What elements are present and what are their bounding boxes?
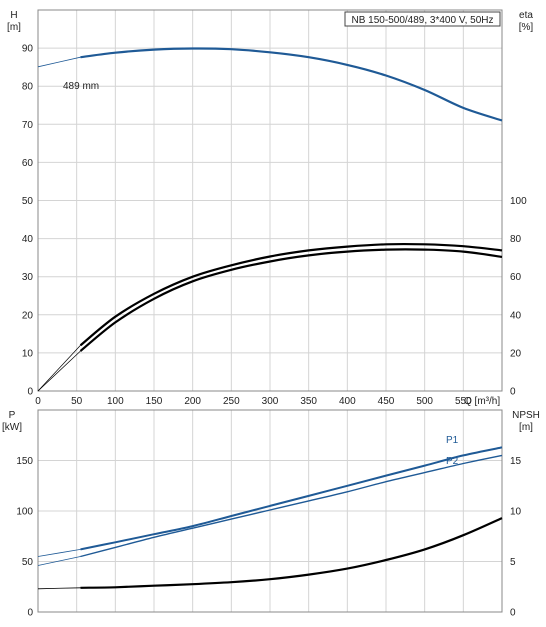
power-tick-label: 0 bbox=[27, 608, 33, 619]
head-axis-label: H bbox=[10, 10, 17, 21]
p1-power-curve bbox=[80, 446, 503, 551]
flow-tick-label: 550 bbox=[455, 396, 472, 407]
efficiency-axis-label: eta bbox=[519, 10, 533, 21]
efficiency-tick-label: 40 bbox=[510, 310, 522, 321]
power-npsh-panel: 0 50 100 150 0 5 10 15 P [kW] NPSH [m] P1 P2 bbox=[2, 409, 540, 619]
head-tick-label: 80 bbox=[22, 82, 34, 93]
flow-tick-label: 100 bbox=[107, 396, 124, 407]
efficiency-curve-lower bbox=[79, 248, 503, 352]
flow-tick-label: 450 bbox=[378, 396, 395, 407]
impeller-diameter-label: 489 mm bbox=[63, 81, 99, 92]
efficiency-tick-label: 20 bbox=[510, 348, 522, 359]
npsh-axis-tick-labels: 0 5 10 15 bbox=[510, 456, 522, 619]
head-tick-label: 50 bbox=[22, 196, 34, 207]
flow-tick-label: 300 bbox=[262, 396, 279, 407]
flow-tick-label: 150 bbox=[146, 396, 163, 407]
head-tick-label: 60 bbox=[22, 158, 34, 169]
p1-power-curve-extension bbox=[37, 549, 81, 557]
power-tick-label: 50 bbox=[22, 557, 34, 568]
power-axis-label: P bbox=[9, 410, 16, 421]
head-tick-label: 70 bbox=[22, 120, 34, 131]
efficiency-axis-unit: [%] bbox=[519, 22, 534, 33]
efficiency-tick-label: 80 bbox=[510, 234, 522, 245]
flow-axis-tick-labels: 0 50 100 150 200 250 300 350 400 450 500 550 bbox=[35, 396, 472, 407]
head-axis-unit: [m] bbox=[7, 22, 21, 33]
p2-series-label: P2 bbox=[446, 456, 459, 467]
head-efficiency-panel: 0 10 20 30 40 50 60 70 80 90 0 20 40 60 80 100 0 50 100 1… bbox=[7, 9, 534, 407]
power-tick-label: 150 bbox=[16, 456, 33, 467]
chart-title-box bbox=[344, 11, 501, 27]
flow-tick-label: 500 bbox=[416, 396, 433, 407]
flow-axis-label: Q [m³/h] bbox=[464, 396, 500, 407]
flow-tick-label: 0 bbox=[35, 396, 41, 407]
head-efficiency-grid bbox=[37, 10, 502, 392]
npsh-tick-label: 0 bbox=[510, 608, 516, 619]
flow-tick-label: 350 bbox=[300, 396, 317, 407]
head-tick-label: 10 bbox=[22, 348, 34, 359]
npsh-axis-unit: [m] bbox=[519, 422, 533, 433]
p2-power-curve-extension bbox=[37, 556, 81, 566]
efficiency-axis-tick-labels: 0 20 40 60 80 100 bbox=[510, 196, 527, 398]
efficiency-curve-upper bbox=[79, 242, 503, 347]
head-axis-tick-labels: 0 10 20 30 40 50 60 70 80 90 bbox=[22, 44, 34, 398]
head-tick-label: 90 bbox=[22, 44, 34, 55]
flow-tick-label: 50 bbox=[71, 396, 83, 407]
efficiency-extension-line bbox=[37, 350, 81, 392]
power-axis-tick-labels: 0 50 100 150 bbox=[16, 456, 33, 619]
head-extension-line bbox=[37, 56, 81, 68]
flow-tick-label: 250 bbox=[223, 396, 240, 407]
head-tick-label: 30 bbox=[22, 272, 34, 283]
head-tick-label: 20 bbox=[22, 310, 34, 321]
flow-tick-label: 200 bbox=[184, 396, 201, 407]
chart-title: NB 150-500/489, 3*400 V, 50Hz bbox=[352, 15, 494, 26]
power-axis-unit: [kW] bbox=[2, 422, 22, 433]
efficiency-tick-label: 0 bbox=[510, 387, 516, 398]
efficiency-extension-line bbox=[37, 345, 81, 392]
efficiency-tick-label: 60 bbox=[510, 272, 522, 283]
npsh-axis-label: NPSH bbox=[512, 410, 540, 421]
head-tick-label: 0 bbox=[27, 387, 33, 398]
head-efficiency-plot-frame bbox=[37, 9, 503, 392]
p2-power-curve bbox=[80, 454, 503, 558]
power-npsh-series bbox=[37, 446, 503, 590]
flow-tick-label: 400 bbox=[339, 396, 356, 407]
efficiency-tick-label: 100 bbox=[510, 196, 527, 207]
npsh-tick-label: 5 bbox=[510, 557, 516, 568]
power-npsh-grid bbox=[37, 410, 502, 613]
power-npsh-plot-frame bbox=[37, 409, 503, 613]
p1-series-label: P1 bbox=[446, 435, 459, 446]
power-tick-label: 100 bbox=[16, 507, 33, 518]
npsh-tick-label: 15 bbox=[510, 456, 522, 467]
npsh-curve-extension bbox=[37, 587, 81, 590]
npsh-tick-label: 10 bbox=[510, 507, 522, 518]
head-tick-label: 40 bbox=[22, 234, 34, 245]
head-curve bbox=[80, 47, 503, 122]
head-efficiency-series bbox=[37, 47, 503, 392]
npsh-curve bbox=[80, 517, 503, 589]
